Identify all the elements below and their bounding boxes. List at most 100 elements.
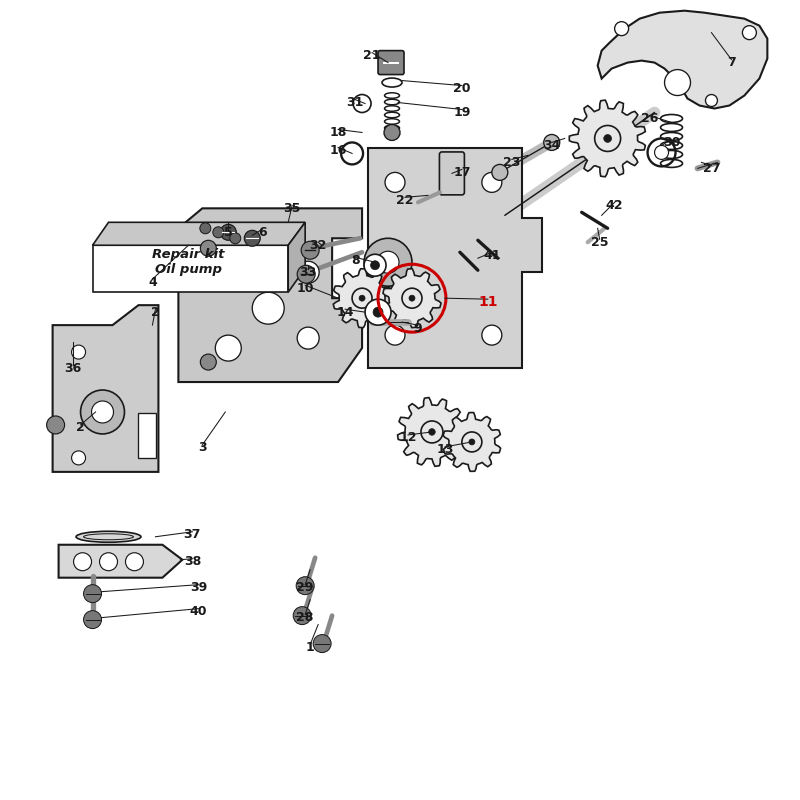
Circle shape [373,307,383,317]
Text: 14: 14 [336,306,354,318]
FancyBboxPatch shape [138,413,157,458]
Polygon shape [383,269,441,327]
Circle shape [296,577,314,594]
Text: 8: 8 [350,254,359,266]
Polygon shape [368,149,542,368]
Circle shape [293,606,311,625]
Text: 40: 40 [190,605,207,618]
Circle shape [492,165,508,180]
Text: 28: 28 [297,611,314,624]
Text: 11: 11 [478,295,498,309]
Text: 41: 41 [483,249,501,262]
Circle shape [200,354,216,370]
Circle shape [482,172,502,192]
Text: 30: 30 [663,136,680,149]
Text: 22: 22 [396,194,414,207]
Circle shape [370,261,379,270]
Text: 37: 37 [184,528,201,542]
Polygon shape [398,398,466,466]
Circle shape [83,610,102,629]
Text: 39: 39 [190,581,207,594]
Circle shape [46,416,65,434]
FancyBboxPatch shape [439,152,464,195]
Polygon shape [598,10,767,109]
Circle shape [244,230,260,246]
Circle shape [706,94,718,106]
Circle shape [71,451,86,465]
Text: 7: 7 [727,56,736,69]
Text: 1: 1 [306,641,314,654]
Circle shape [594,126,621,151]
Circle shape [220,224,236,240]
Text: 10: 10 [297,282,314,294]
Polygon shape [334,269,391,327]
Circle shape [313,634,331,653]
Circle shape [377,251,399,274]
Text: 2: 2 [151,306,160,318]
Polygon shape [53,305,158,472]
Text: 3: 3 [198,442,206,454]
Text: 12: 12 [399,431,417,445]
Text: 17: 17 [453,166,470,179]
Polygon shape [93,246,288,292]
Text: 29: 29 [297,581,314,594]
Text: 13: 13 [436,443,454,457]
Text: 32: 32 [310,238,327,252]
Circle shape [252,292,284,324]
Polygon shape [443,413,501,471]
Circle shape [385,172,405,192]
Circle shape [213,227,224,238]
Text: 4: 4 [148,276,157,289]
Circle shape [71,345,86,359]
Circle shape [402,288,422,308]
Circle shape [83,585,102,602]
Circle shape [429,429,435,435]
Circle shape [364,254,386,276]
Circle shape [654,146,669,159]
Text: 6: 6 [258,226,266,238]
Circle shape [359,295,365,301]
Circle shape [421,421,443,443]
Polygon shape [178,208,362,382]
Text: 35: 35 [283,202,301,215]
Circle shape [544,134,560,150]
Text: 36: 36 [64,362,81,374]
Circle shape [742,26,756,40]
Ellipse shape [76,531,141,542]
Circle shape [215,246,242,271]
Circle shape [409,295,415,301]
Circle shape [126,553,143,570]
Text: 34: 34 [543,139,561,152]
Text: 5: 5 [224,226,233,238]
Circle shape [385,325,405,345]
Text: 2: 2 [76,422,85,434]
Text: 21: 21 [363,49,381,62]
Text: 33: 33 [299,266,317,278]
Text: 20: 20 [453,82,470,95]
Circle shape [200,223,211,234]
Circle shape [482,325,502,345]
Circle shape [364,238,412,286]
Circle shape [665,70,690,95]
Text: 19: 19 [454,106,470,119]
Circle shape [604,134,611,142]
Circle shape [74,553,91,570]
Text: 38: 38 [184,555,201,568]
Circle shape [469,439,475,445]
Polygon shape [93,222,305,246]
Text: 26: 26 [641,112,658,125]
Polygon shape [288,222,305,292]
Polygon shape [570,100,646,177]
Circle shape [365,299,391,325]
Text: 25: 25 [591,236,609,249]
Circle shape [297,262,319,283]
Circle shape [81,390,125,434]
FancyBboxPatch shape [378,50,404,74]
Text: Repair kit
Oil pump: Repair kit Oil pump [152,248,225,276]
Circle shape [297,327,319,349]
Text: 31: 31 [346,96,364,109]
Text: 23: 23 [503,156,521,169]
Text: 27: 27 [702,162,720,175]
Polygon shape [58,545,182,578]
Circle shape [352,288,372,308]
